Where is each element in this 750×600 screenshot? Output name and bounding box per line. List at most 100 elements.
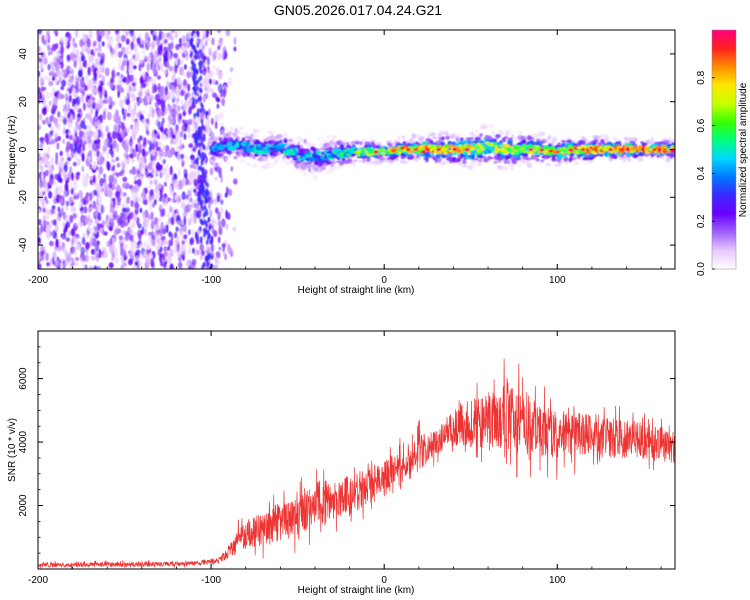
signal-cell [223, 127, 228, 131]
signal-cell [455, 137, 460, 142]
signal-peak [391, 149, 396, 153]
noise-speck [52, 96, 58, 107]
noise-speck [199, 165, 203, 171]
noise-speck [42, 191, 46, 196]
signal-cell [670, 153, 675, 158]
noise-speck [114, 43, 119, 51]
signal-cell [517, 154, 521, 160]
noise-speck [39, 75, 44, 85]
noise-speck [83, 140, 87, 145]
signal-peak [640, 147, 645, 152]
noise-speck [196, 210, 202, 219]
noise-speck [124, 46, 129, 56]
noise-speck [108, 104, 113, 110]
noise-speck [57, 206, 61, 213]
noise-speck [57, 194, 62, 203]
signal-cell [411, 133, 417, 139]
noise-speck [197, 197, 201, 203]
signal-cell [325, 135, 331, 139]
noise-speck [153, 178, 158, 186]
signal-cell [283, 139, 288, 143]
signal-cell [223, 133, 228, 138]
noise-speck [208, 209, 213, 219]
noise-speck [136, 37, 141, 44]
noise-speck [123, 152, 129, 159]
noise-speck [164, 39, 168, 44]
noise-speck [200, 182, 204, 188]
noise-speck [185, 40, 189, 50]
noise-speck [57, 57, 62, 63]
noise-speck [68, 230, 72, 236]
noise-speck [53, 133, 57, 139]
signal-cell [320, 166, 326, 171]
noise-speck [181, 177, 187, 185]
noise-speck [121, 217, 127, 227]
noise-speck [173, 53, 179, 59]
noise-speck [125, 231, 130, 237]
signal-cell [435, 153, 441, 159]
noise-speck [94, 248, 100, 257]
noise-speck [46, 44, 51, 51]
noise-speck [207, 108, 211, 116]
noise-speck [166, 79, 169, 88]
noise-speck [194, 67, 198, 73]
noise-speck [75, 243, 81, 251]
noise-speck [193, 63, 196, 69]
noise-speck [118, 57, 123, 63]
noise-speck [96, 240, 100, 246]
noise-speck [194, 53, 197, 60]
signal-cell [279, 145, 284, 149]
noise-speck [191, 247, 195, 254]
noise-speck [187, 195, 191, 204]
noise-speck [181, 240, 185, 245]
signal-peak [413, 147, 418, 152]
noise-speck [198, 77, 201, 83]
noise-speck [191, 100, 195, 106]
noise-speck [182, 223, 187, 233]
signal-cell [251, 163, 258, 169]
signal-cell [316, 150, 322, 155]
noise-speck [134, 203, 140, 210]
noise-speck [222, 46, 227, 54]
noise-speck [38, 46, 41, 52]
noise-speck [200, 220, 204, 226]
noise-speck [217, 83, 223, 94]
noise-speck [39, 142, 43, 151]
noise-speck [146, 130, 150, 136]
signal-cell [276, 133, 283, 139]
colorbar: 0.00.20.40.60.8 Normalized spectral ampl… [696, 29, 749, 276]
noise-speck [116, 185, 122, 192]
noise-speck [131, 115, 135, 123]
noise-speck [106, 161, 111, 171]
noise-speck [73, 104, 77, 110]
x-tick-label: -100 [201, 275, 221, 286]
noise-speck [89, 227, 94, 232]
noise-speck [176, 243, 180, 253]
noise-speck [178, 46, 182, 54]
noise-speck [187, 247, 191, 255]
noise-speck [98, 166, 104, 175]
noise-speck [197, 130, 200, 136]
noise-speck [217, 236, 221, 244]
noise-speck [63, 173, 68, 182]
noise-speck [72, 87, 76, 97]
noise-speck [201, 123, 205, 129]
noise-speck [85, 130, 88, 136]
noise-speck [205, 146, 208, 152]
noise-speck [53, 57, 58, 64]
noise-speck [138, 196, 144, 203]
noise-speck [191, 258, 197, 266]
noise-speck [64, 258, 69, 267]
noise-speck [76, 117, 81, 122]
noise-speck [193, 48, 197, 54]
noise-speck [205, 264, 210, 269]
noise-speck [88, 30, 93, 36]
noise-speck [111, 158, 116, 163]
noise-speck [204, 195, 208, 201]
noise-speck [221, 97, 226, 107]
signal-cell [572, 139, 578, 143]
noise-speck [198, 49, 202, 55]
noise-speck [51, 256, 55, 265]
snr-series-line [38, 358, 675, 569]
